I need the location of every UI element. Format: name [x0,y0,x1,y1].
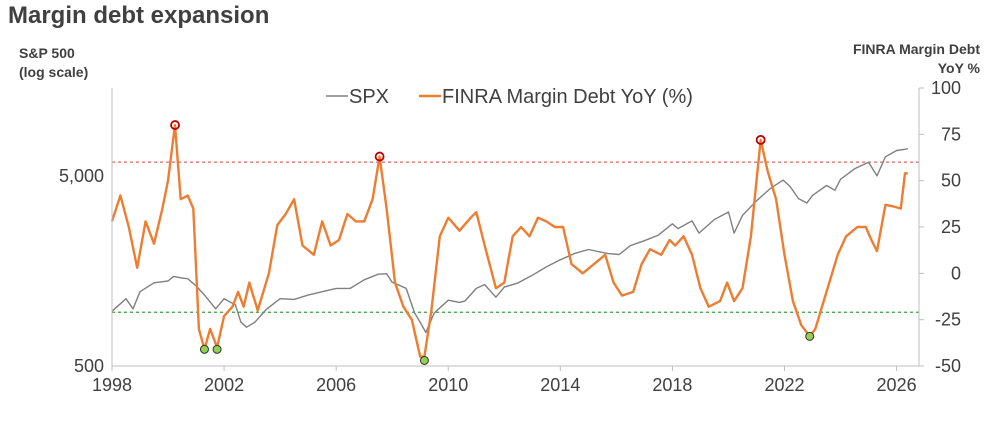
right-tick-label: -25 [935,310,961,330]
x-tick-label: 1998 [92,375,132,395]
legend-label-1: FINRA Margin Debt YoY (%) [442,86,693,108]
right-axis-title-line-1: FINRA Margin Debt [852,41,980,57]
right-tick-label: 75 [941,124,961,144]
left-axis-title-line-2: (log scale) [19,64,89,80]
legend-label-0: SPX [349,86,389,108]
x-tick-label: 2022 [764,375,804,395]
series-lines [110,123,908,358]
x-tick-label: 2006 [316,375,356,395]
legend: SPX FINRA Margin Debt YoY (%) [326,86,693,108]
left-axis-title-line-1: S&P 500 [19,45,75,61]
right-tick-label: 50 [941,171,961,191]
peak-marker-2 [755,134,766,145]
left-axis-title: S&P 500 (log scale) [19,44,149,82]
right-tick-label: 100 [931,78,961,98]
x-tick-label: 2010 [428,375,468,395]
trough-marker-2 [419,355,429,365]
axes: 1998 2002 2006 2010 2014 2018 2022 20265005,000… [59,78,961,395]
peak-marker-1 [374,151,385,162]
left-tick-label: 5,000 [59,166,104,186]
x-tick-label: 2026 [877,375,917,395]
trough-marker-0 [199,344,209,354]
trough-marker-1 [212,344,222,354]
left-tick-label: 500 [74,356,104,376]
x-tick-label: 2002 [204,375,244,395]
trough-marker-3 [805,331,815,341]
x-tick-label: 2014 [540,375,580,395]
right-tick-label: 25 [941,217,961,237]
threshold-lines [112,161,919,313]
right-axis-title-line-2: YoY % [937,60,980,76]
spx-line [111,148,908,334]
extreme-markers [170,120,815,365]
right-tick-label: 0 [951,263,961,283]
chart-title: Margin debt expansion [8,2,270,29]
right-axis-title: FINRA Margin Debt YoY % [780,40,980,78]
peak-marker-0 [170,120,180,130]
x-tick-label: 2018 [652,375,692,395]
right-tick-label: -50 [935,356,961,376]
margin-debt-line [110,123,908,358]
